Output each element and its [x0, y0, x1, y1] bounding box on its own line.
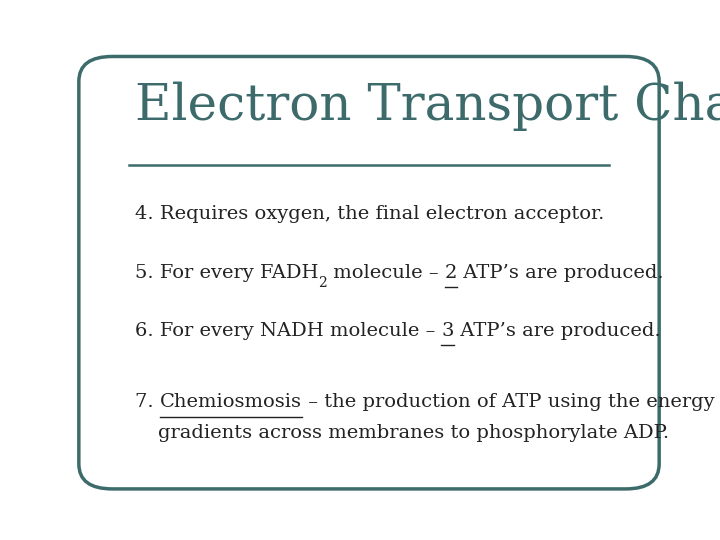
Text: 5. For every FADH: 5. For every FADH	[135, 264, 318, 282]
Text: gradients across membranes to phosphorylate ADP.: gradients across membranes to phosphoryl…	[158, 424, 669, 442]
FancyBboxPatch shape	[79, 57, 660, 489]
Text: 4. Requires oxygen, the final electron acceptor.: 4. Requires oxygen, the final electron a…	[135, 206, 604, 224]
Text: ATP’s are produced.: ATP’s are produced.	[457, 264, 664, 282]
Text: 3: 3	[441, 322, 454, 340]
Text: – the production of ATP using the energy of H: – the production of ATP using the energy…	[302, 393, 720, 411]
Text: 2: 2	[318, 276, 327, 290]
Text: molecule –: molecule –	[327, 264, 445, 282]
Text: 2: 2	[445, 264, 457, 282]
Text: ATP’s are produced.: ATP’s are produced.	[454, 322, 660, 340]
Text: 6. For every NADH molecule –: 6. For every NADH molecule –	[135, 322, 441, 340]
Text: Chemiosmosis: Chemiosmosis	[160, 393, 302, 411]
Text: 7.: 7.	[135, 393, 160, 411]
Text: Electron Transport Chain: Electron Transport Chain	[135, 82, 720, 131]
